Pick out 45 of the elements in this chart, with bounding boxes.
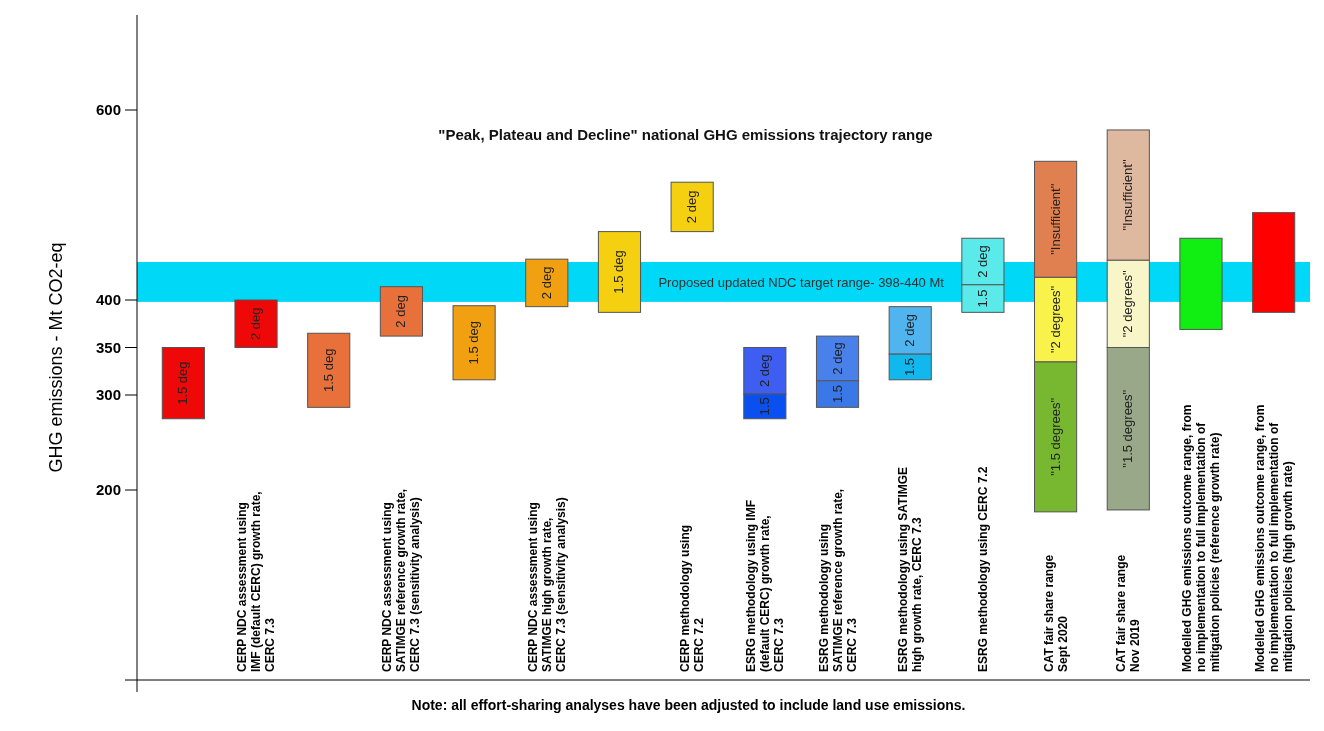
band-label: Proposed updated NDC target range- 398-440 Mt [658, 274, 945, 290]
text: 2 deg [684, 190, 700, 224]
series-label: "2 degrees" [1047, 285, 1063, 354]
text: 1.5 deg [320, 348, 336, 392]
y-tick-label: 350 [95, 338, 121, 356]
x-tick-label: ESRG methodology using CERC 7.2 [975, 466, 990, 672]
text: Note: all effort-sharing analyses have been adjusted to include land use emissions. [411, 697, 966, 713]
text: 1.5 [974, 289, 990, 308]
x-tick-label: ESRG methodology using SATIMGE high growth rate, CERC 7.3 [896, 466, 925, 672]
x-tick-label: Modelled GHG emissions outcome range, from no implementation to full implementation of mitigation policies (reference growth rate) [1179, 404, 1222, 672]
text: "Peak, Plateau and Decline" national GHG emissions trajectory range [438, 126, 933, 143]
x-tick-label: Modelled GHG emissions outcome range, from no implementation to full implementation of mitigation policies (high growth rate) [1252, 404, 1295, 672]
x-tick-label: CAT fair share range Nov 2019 [1114, 554, 1143, 672]
text: 2 deg [538, 266, 554, 300]
text: "2 degrees" [1120, 270, 1136, 338]
text: 2 deg [248, 307, 264, 341]
bar [1179, 237, 1223, 330]
y-tick-label: 600 [95, 101, 121, 118]
series-label: "Insufficient" [1047, 183, 1063, 255]
y-axis-title: GHG emissions - Mt CO2-eq [46, 242, 66, 473]
y-tick-label: 300 [95, 386, 121, 403]
text: 2 deg [902, 314, 918, 347]
text: 2 deg [756, 354, 772, 388]
text: "1.5 degrees" [1120, 389, 1136, 468]
text: 2 deg [974, 245, 990, 278]
text: 1.5 [829, 385, 845, 404]
x-tick-label: CERP methodology using CERC 7.2 [678, 524, 707, 672]
x-tick-label: CERP NDC assessment using SATIMGE reference growth rate, CERC 7.3 (sensitivity analysis) [380, 488, 423, 672]
bar [1252, 212, 1296, 313]
text: 2 deg [393, 295, 409, 328]
x-tick-label: CERP NDC assessment using SATIMGE high growth rate, CERC 7.3 (sensitivity analysis) [525, 497, 568, 672]
text: 1.5 deg [611, 250, 627, 294]
y-tick-label: 400 [95, 291, 121, 308]
x-tick-label: CERP NDC assessment using IMF (default CERC) growth rate, CERC 7.3 [235, 491, 278, 672]
x-tick-label: ESRG methodology using SATIMGE reference growth rate, CERC 7.3 [816, 488, 859, 672]
series-label: 1.5 [756, 397, 772, 416]
text: 1.5 [902, 357, 918, 377]
x-tick-label: CAT fair share range Sept 2020 [1041, 554, 1070, 672]
text: "Insufficient" [1120, 159, 1136, 231]
y-tick-label: 200 [95, 481, 121, 498]
series-label: "1.5 degrees" [1047, 397, 1063, 476]
series-label: 2 deg [829, 342, 845, 375]
text: 1.5 deg [175, 361, 191, 405]
x-tick-label: ESRG methodology using IMF (default CERC) growth rate, CERC 7.3 [743, 500, 786, 672]
series-label: 1.5 deg [466, 321, 482, 365]
